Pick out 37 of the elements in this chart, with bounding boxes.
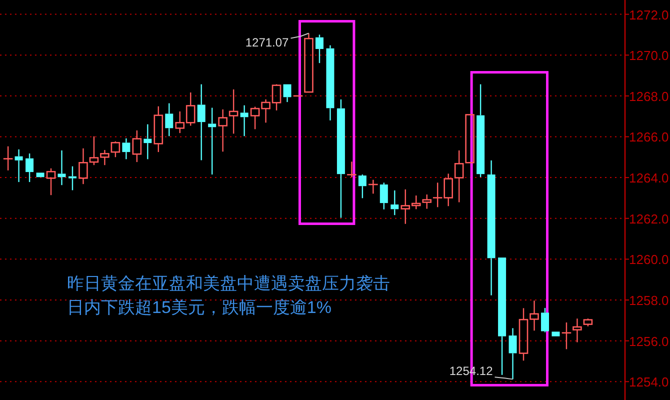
y-tick-label: 1264.0 (629, 170, 669, 186)
candlestick (508, 328, 517, 380)
candlestick (326, 44, 334, 122)
y-tick-label: 1256.0 (629, 334, 669, 349)
candlestick (144, 124, 152, 160)
y-tick-label: 1260.0 (629, 252, 669, 268)
candlestick (240, 104, 248, 137)
y-tick-label: 1272.0 (629, 7, 669, 22)
candlestick (562, 322, 572, 350)
candlestick (58, 150, 66, 186)
y-tick-label: 1258.0 (629, 293, 669, 308)
candlestick (14, 148, 23, 183)
candlestick (487, 160, 496, 296)
candlestick (197, 84, 206, 161)
y-tick-label: 1270.0 (629, 48, 669, 64)
candlestick (228, 88, 238, 134)
candlestick (208, 107, 216, 176)
y-tick-label: 1254.0 (629, 374, 669, 390)
annotation: 昨日黄金在亚盘和美盘中遭遇卖盘压力袭击 (67, 274, 390, 293)
candlestick (572, 318, 582, 343)
candlestick (122, 138, 130, 160)
y-tick-label: 1266.0 (629, 130, 669, 145)
candlestick (304, 32, 314, 93)
candlestick (36, 172, 44, 178)
annotation: 日内下跌超15美元，跌幅一度逾1% (67, 298, 332, 317)
y-tick-label: 1262.0 (629, 211, 669, 226)
candlestick (283, 84, 292, 103)
candlestick (368, 179, 378, 194)
candlestick (218, 108, 228, 152)
candlestick (498, 258, 506, 376)
candlestick (68, 166, 76, 191)
annotation: 1271.07 (245, 35, 290, 50)
candlestick (315, 34, 324, 64)
candlestick (3, 146, 13, 172)
y-tick-label: 1268.0 (629, 88, 669, 104)
candlestick (552, 332, 560, 336)
candlestick (390, 190, 399, 216)
